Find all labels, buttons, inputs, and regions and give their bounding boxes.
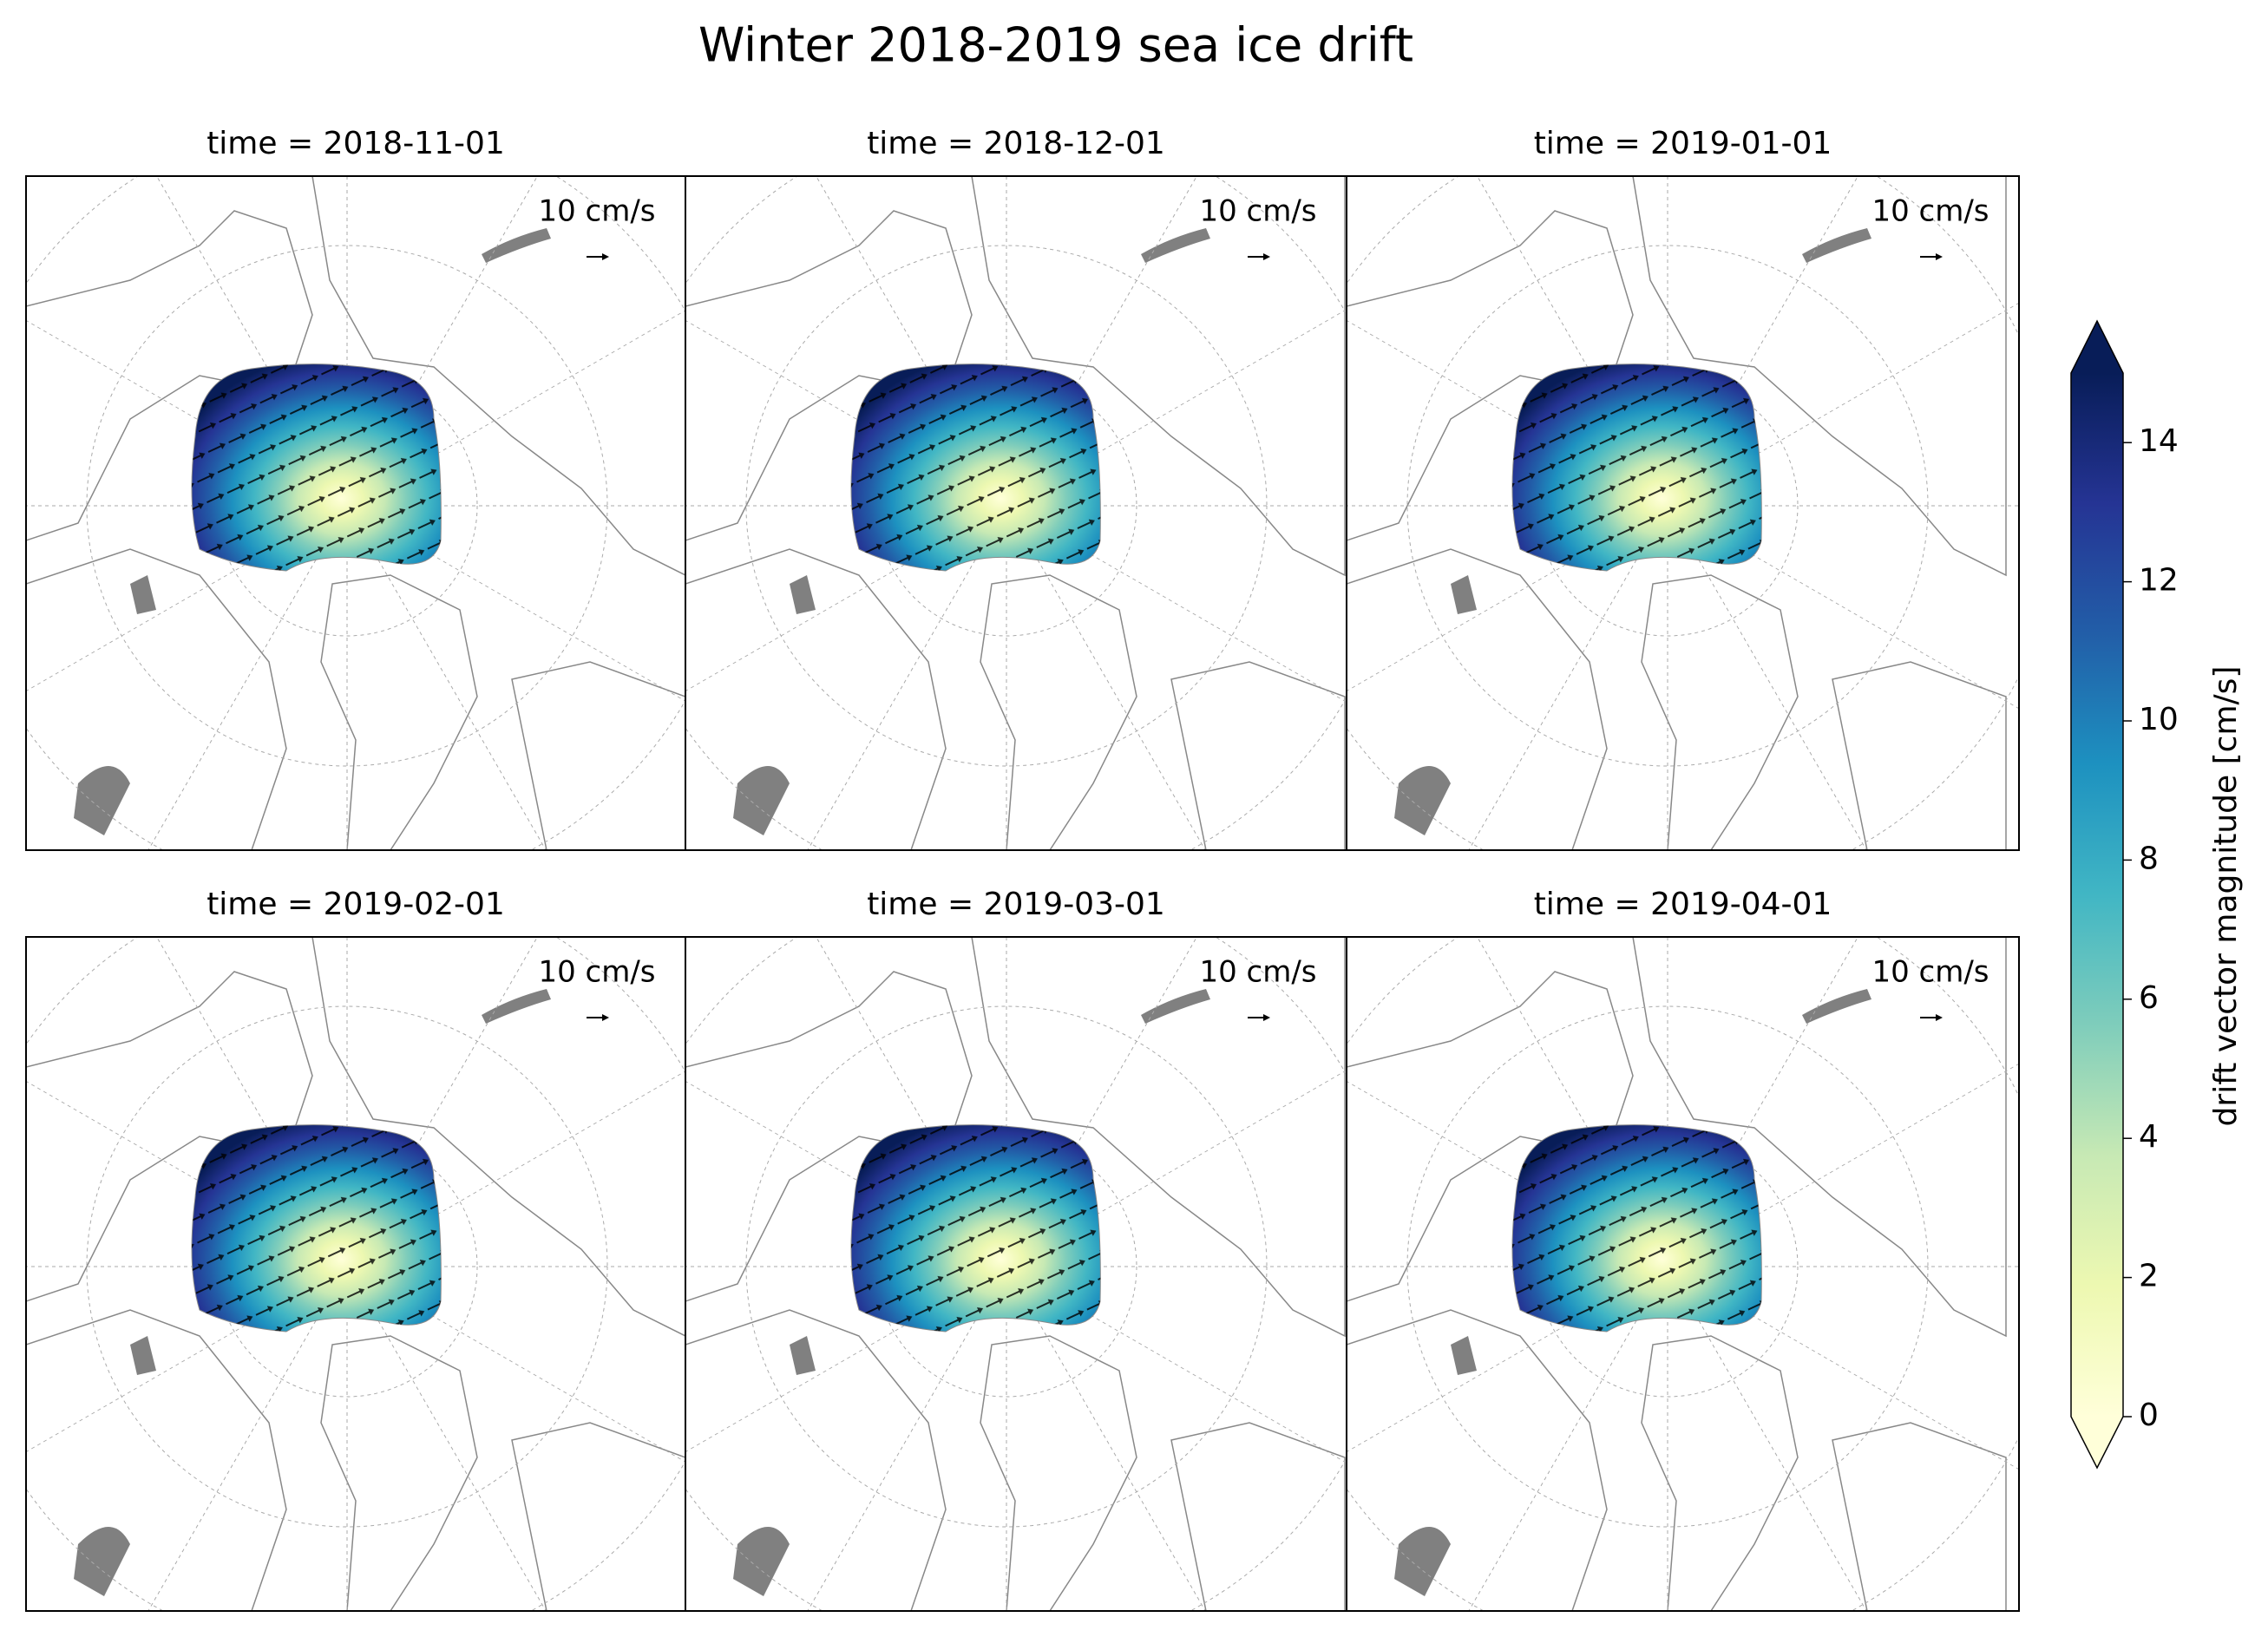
panel-title: time = 2018-11-01 [206, 126, 505, 161]
drift-vectors [192, 1124, 442, 1332]
map-panel: 10 cm/s [685, 176, 1347, 850]
island [130, 1336, 156, 1375]
land [685, 971, 973, 1302]
panel-title: time = 2018-12-01 [867, 126, 1165, 161]
island [74, 1527, 130, 1596]
land [511, 661, 685, 850]
drift-vectors [1512, 1124, 1762, 1332]
land [980, 574, 1137, 850]
colorbar-tick-label: 8 [2139, 841, 2159, 876]
island [482, 989, 551, 1024]
island [482, 228, 551, 263]
land [320, 574, 478, 850]
quiver-key-label: 10 cm/s [538, 955, 655, 990]
colorbar-tick-label: 10 [2139, 702, 2179, 737]
land [1832, 661, 2007, 850]
land [26, 210, 313, 541]
island [1141, 228, 1210, 263]
quiver-key-label: 10 cm/s [538, 194, 655, 229]
colorbar-tick-label: 2 [2139, 1259, 2159, 1294]
drift-vectors [851, 1124, 1101, 1332]
map-panel: 10 cm/s [26, 937, 685, 1611]
panel-title: time = 2019-01-01 [1534, 126, 1832, 161]
island [1802, 989, 1871, 1024]
panel-frame [1346, 175, 2020, 851]
island [1802, 228, 1871, 263]
land [685, 210, 973, 541]
land [311, 176, 685, 576]
land [1632, 176, 2007, 577]
island [1451, 575, 1477, 614]
quiver-key-arrow [602, 253, 609, 260]
land [311, 937, 685, 1337]
colorbar [2071, 373, 2123, 1417]
land [511, 1422, 685, 1611]
land [1632, 937, 2007, 1338]
map-panel: 10 cm/s [26, 176, 685, 850]
land [1347, 210, 1634, 541]
land [971, 176, 1346, 577]
quiver-key-arrow [602, 1014, 609, 1021]
figure-title: Winter 2018-2019 sea ice drift [698, 18, 1413, 73]
colorbar-label: drift vector magnitude [cm/s] [2208, 666, 2244, 1127]
map-panel: 10 cm/s [685, 937, 1347, 1611]
island [790, 575, 816, 614]
drift-vectors [192, 363, 442, 571]
island [790, 1336, 816, 1375]
map-panel: 10 cm/s [1347, 176, 2019, 850]
land [1170, 1422, 1346, 1611]
map-panel: 10 cm/s [1347, 937, 2019, 1611]
colorbar-tick-label: 6 [2139, 980, 2159, 1016]
land [980, 1335, 1137, 1611]
quiver-key-label: 10 cm/s [1871, 955, 1989, 990]
quiver-key-arrow [1263, 253, 1270, 260]
panel-title: time = 2019-02-01 [206, 887, 505, 922]
island [1394, 1527, 1451, 1596]
island [733, 766, 790, 835]
panel-title: time = 2019-04-01 [1534, 887, 1832, 922]
drift-vectors [851, 363, 1101, 571]
island [74, 766, 130, 835]
quiver-key-arrow [1263, 1014, 1270, 1021]
land [1641, 574, 1799, 850]
land [320, 1335, 478, 1611]
drift-vectors [1512, 363, 1762, 571]
land [1347, 971, 1634, 1302]
quiver-key-label: 10 cm/s [1199, 194, 1316, 229]
panel-title: time = 2019-03-01 [867, 887, 1165, 922]
island [733, 1527, 790, 1596]
quiver-key-label: 10 cm/s [1871, 194, 1989, 229]
land [1641, 1335, 1799, 1611]
land [1832, 1422, 2007, 1611]
colorbar-tick-label: 4 [2139, 1119, 2159, 1155]
quiver-key-arrow [1936, 1014, 1943, 1021]
land [971, 937, 1346, 1338]
land [26, 971, 313, 1302]
quiver-key-arrow [1936, 253, 1943, 260]
island [130, 575, 156, 614]
colorbar-tick-label: 14 [2139, 423, 2179, 459]
quiver-key-label: 10 cm/s [1199, 955, 1316, 990]
panel-frame [1346, 936, 2020, 1612]
island [1141, 989, 1210, 1024]
colorbar-tick-label: 12 [2139, 563, 2179, 599]
colorbar-extend-max [2071, 321, 2123, 373]
land [1170, 661, 1346, 850]
colorbar-extend-min [2071, 1417, 2123, 1468]
colorbar-tick-label: 0 [2139, 1398, 2159, 1433]
island [1394, 766, 1451, 835]
island [1451, 1336, 1477, 1375]
